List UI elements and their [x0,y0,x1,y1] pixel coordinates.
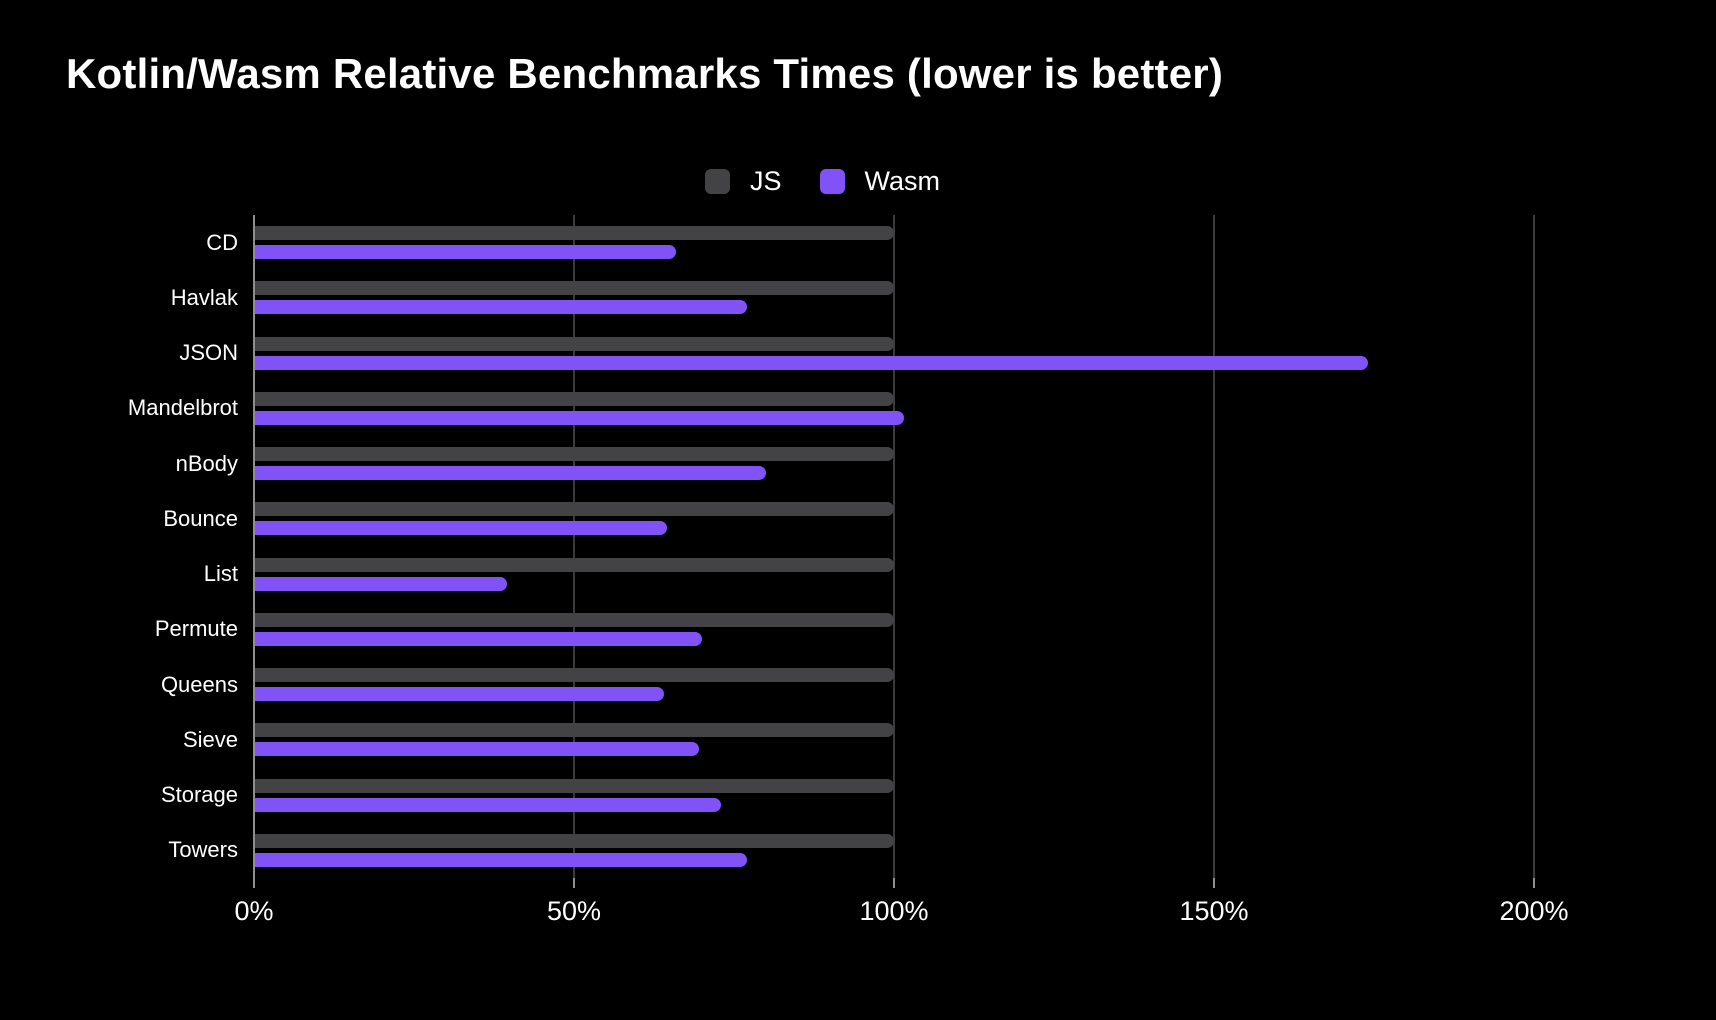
bar-js-list[interactable] [254,557,894,572]
plot-area: 0% 50% 100% 150% 200% CD Havlak JSON Mandelbrot n… [128,215,1569,926]
legend-label: Wasm [864,166,941,196]
bar-wasm-nbody[interactable] [254,466,766,481]
chart-row-towers: Towers [168,823,1534,878]
bar-js-mandelbrot[interactable] [254,391,894,406]
bar-wasm-sieve[interactable] [254,742,699,757]
chart-row-storage: Storage [161,768,1534,823]
gridline [1213,215,1215,878]
category-label: Mandelbrot [127,395,238,421]
category-label: Bounce [163,505,238,531]
category-label: Towers [168,837,238,863]
chart-row-mandelbrot: Mandelbrot [128,381,1534,436]
bar-js-nbody[interactable] [254,447,894,462]
chart-row-permute: Permute [155,602,1534,657]
axis-tick-label: 200% [1499,896,1569,926]
category-label: Sieve [182,726,238,752]
category-label: CD [206,229,238,255]
bar-js-queens[interactable] [254,668,894,683]
legend-label: JS [750,166,782,196]
chart-row-nbody: nBody [176,436,1534,491]
bar-js-towers[interactable] [254,833,894,848]
chart-row-havlak: Havlak [171,270,1534,325]
chart-row-sieve: Sieve [183,712,1534,767]
axis-tick-label: 50% [546,896,602,926]
bar-js-havlak[interactable] [254,281,894,296]
legend-item-wasm[interactable]: Wasm [819,166,941,197]
chart-row-queens: Queens [161,657,1534,712]
bar-js-cd[interactable] [254,226,894,241]
bar-wasm-havlak[interactable] [254,300,747,315]
legend-swatch-wasm [819,169,845,194]
chart-row-list: List [204,547,1534,602]
axis-tick [1533,878,1535,888]
category-label: Storage [160,782,238,808]
gridline [573,215,575,878]
bar-wasm-queens[interactable] [254,687,664,702]
bar-wasm-mandelbrot[interactable] [254,410,904,425]
legend-swatch-js [705,169,730,194]
axis-tick [253,878,255,888]
bar-js-permute[interactable] [254,612,894,627]
axis-tick [573,878,575,888]
bar-wasm-towers[interactable] [254,852,747,867]
bar-wasm-json[interactable] [254,355,1368,370]
chart-row-cd: CD [206,215,1534,270]
legend-item-js[interactable]: JS [705,166,782,197]
axis-tick-label: 0% [234,896,274,926]
category-label: Permute [154,616,238,642]
bar-js-storage[interactable] [254,778,894,793]
category-label: nBody [175,450,238,476]
bar-js-sieve[interactable] [254,723,894,738]
category-label: JSON [179,340,238,366]
axis-tick-label: 150% [1179,896,1249,926]
chart-title: Kotlin/Wasm Relative Benchmarks Times (l… [66,50,1224,97]
bar-js-bounce[interactable] [254,502,894,517]
chart-row-bounce: Bounce [163,491,1534,546]
bar-wasm-bounce[interactable] [254,521,667,536]
category-label: List [203,561,238,587]
gridline [893,215,895,878]
gridline [1533,215,1535,878]
bar-wasm-list[interactable] [254,576,507,591]
category-label: Havlak [170,284,238,310]
bar-js-json[interactable] [254,336,894,351]
category-label: Queens [160,671,238,697]
axis-tick [893,878,895,888]
chart-row-json: JSON [179,326,1534,381]
axis-tick-label: 100% [859,896,929,926]
bar-wasm-permute[interactable] [254,631,702,646]
bar-wasm-cd[interactable] [254,245,677,260]
y-axis-line [253,215,255,878]
bar-wasm-storage[interactable] [254,797,722,812]
axis-tick [1213,878,1215,888]
legend: JS Wasm [705,166,940,197]
